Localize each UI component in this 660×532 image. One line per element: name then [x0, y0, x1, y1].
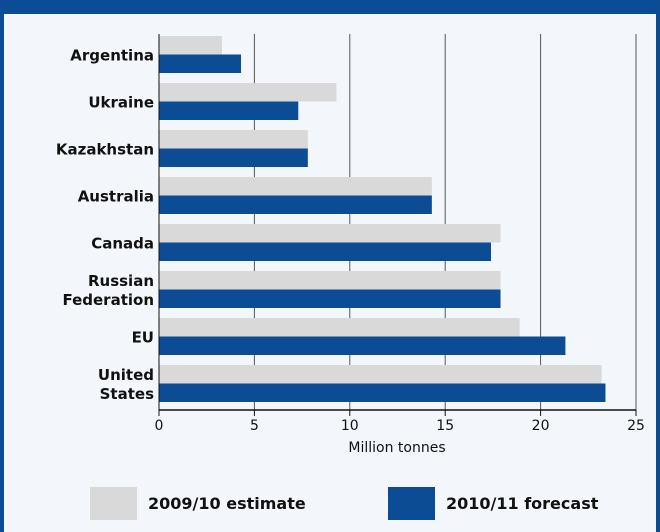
bar [159, 177, 432, 196]
legend-swatch [90, 487, 137, 520]
category-label: Ukraine [88, 93, 154, 111]
bar [159, 336, 566, 355]
bar [159, 130, 308, 149]
bar [159, 195, 432, 214]
category-label: Kazakhstan [55, 140, 154, 158]
legend-label: 2010/11 forecast [446, 494, 599, 513]
bar [159, 101, 299, 120]
category-label: United States [97, 365, 154, 403]
category-label: Canada [91, 234, 154, 252]
x-tick-label: 20 [532, 418, 550, 434]
bar [159, 271, 501, 290]
bar [159, 318, 520, 337]
category-label: EU [131, 328, 154, 346]
bar [159, 242, 491, 261]
x-tick-label: 0 [155, 418, 164, 434]
bar [159, 83, 337, 102]
category-label: Australia [77, 187, 154, 205]
bar [159, 54, 242, 73]
category-label: Argentina [70, 46, 154, 64]
category-label: Russian Federation [62, 271, 154, 309]
x-tick-label: 25 [627, 418, 645, 434]
header-band [4, 0, 656, 14]
bar [159, 36, 222, 55]
bar [159, 365, 602, 384]
x-tick-label: 15 [436, 418, 454, 434]
x-axis-label: Million tonnes [348, 440, 445, 456]
bar [159, 383, 606, 402]
legend-swatch [388, 487, 435, 520]
bar [159, 148, 308, 167]
x-tick-label: 10 [341, 418, 359, 434]
chart: Million tonnes 0 5 10 15 20 25 [90, 34, 645, 520]
legend-label: 2009/10 estimate [148, 494, 306, 513]
x-tick-label: 5 [250, 418, 259, 434]
bar [159, 289, 501, 308]
bar [159, 224, 501, 243]
